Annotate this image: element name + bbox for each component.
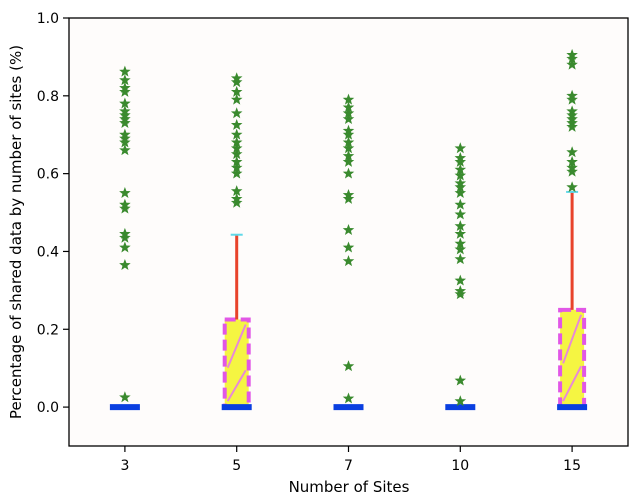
outlier-point-sites-3-0 bbox=[119, 65, 131, 77]
outlier-point-sites-3-20 bbox=[119, 391, 131, 403]
marks-layer bbox=[109, 48, 588, 411]
outlier-point-sites-3-18 bbox=[119, 241, 131, 253]
outlier-point-sites-7-15 bbox=[342, 255, 355, 267]
outlier-point-sites-15-2 bbox=[566, 58, 578, 70]
outlier-point-sites-3-15 bbox=[119, 202, 131, 214]
y-tick-label-1: 0.2 bbox=[37, 322, 59, 338]
x-tick-label-5: 5 bbox=[232, 458, 241, 474]
hatch-line-sites-5-1 bbox=[226, 369, 247, 402]
box-sites-5 bbox=[222, 317, 251, 410]
outlier-point-sites-3-8 bbox=[119, 116, 131, 128]
outlier-point-sites-7-17 bbox=[342, 392, 355, 404]
x-tick-label-15: 15 bbox=[563, 458, 581, 474]
outlier-point-sites-10-9 bbox=[454, 208, 467, 220]
outlier-point-sites-10-14 bbox=[454, 253, 467, 265]
outlier-point-sites-15-4 bbox=[566, 93, 578, 105]
outlier-point-sites-10-15 bbox=[454, 274, 467, 286]
y-tick-label-0: 0.0 bbox=[37, 400, 59, 416]
outlier-point-sites-10-18 bbox=[454, 374, 467, 386]
outlier-point-sites-5-5 bbox=[230, 118, 243, 130]
x-tick-label-10: 10 bbox=[451, 458, 469, 474]
outlier-point-sites-10-17 bbox=[454, 288, 467, 300]
outlier-point-sites-3-13 bbox=[119, 187, 131, 198]
outlier-point-sites-7-14 bbox=[342, 241, 355, 253]
y-axis-title: Percentage of shared data by number of s… bbox=[7, 45, 25, 419]
outlier-point-sites-15-13 bbox=[566, 165, 578, 177]
outlier-point-sites-10-7 bbox=[454, 187, 467, 198]
outlier-point-sites-10-8 bbox=[454, 198, 467, 210]
outlier-point-sites-7-12 bbox=[342, 192, 355, 204]
x-axis-title: Number of Sites bbox=[289, 478, 410, 496]
outlier-point-sites-3-12 bbox=[119, 144, 131, 156]
outlier-point-sites-5-15 bbox=[230, 196, 243, 208]
y-tick-label-4: 0.8 bbox=[37, 89, 59, 105]
outlier-point-sites-10-19 bbox=[454, 395, 467, 407]
x-tick-label-3: 3 bbox=[120, 458, 129, 474]
outlier-point-sites-3-3 bbox=[119, 85, 131, 97]
outlier-point-sites-3-19 bbox=[119, 259, 131, 270]
y-tick-label-5: 1.0 bbox=[37, 11, 59, 27]
y-tick-label-2: 0.4 bbox=[37, 244, 59, 260]
outlier-point-sites-10-13 bbox=[454, 243, 467, 255]
outlier-point-sites-5-1 bbox=[230, 76, 243, 88]
box-sites-15 bbox=[558, 307, 587, 410]
hatch-line-sites-15-2 bbox=[562, 314, 583, 364]
outlier-point-sites-10-0 bbox=[454, 142, 467, 154]
outlier-point-sites-5-3 bbox=[230, 93, 243, 105]
outlier-point-sites-5-4 bbox=[230, 107, 243, 119]
outlier-point-sites-10-11 bbox=[454, 227, 467, 239]
outlier-point-sites-3-17 bbox=[119, 231, 131, 243]
axes-layer: 0.0 0.2 0.4 0.6 0.8 1.0 3 5 7 10 15 bbox=[37, 11, 629, 474]
outlier-point-sites-7-3 bbox=[342, 113, 355, 125]
outlier-point-sites-15-9 bbox=[566, 120, 578, 132]
outlier-point-sites-5-12 bbox=[230, 167, 243, 179]
x-tick-label-7: 7 bbox=[344, 458, 353, 474]
outlier-point-sites-15-10 bbox=[566, 146, 578, 158]
hatch-line-sites-5-2 bbox=[226, 324, 247, 369]
hatch-line-sites-15-1 bbox=[562, 365, 582, 402]
outlier-point-sites-7-10 bbox=[342, 167, 355, 179]
outlier-point-sites-15-14 bbox=[566, 181, 578, 193]
outlier-point-sites-7-16 bbox=[342, 360, 355, 372]
outlier-point-sites-7-13 bbox=[342, 223, 355, 235]
y-tick-label-3: 0.6 bbox=[37, 167, 59, 183]
outlier-point-sites-7-9 bbox=[342, 155, 355, 167]
